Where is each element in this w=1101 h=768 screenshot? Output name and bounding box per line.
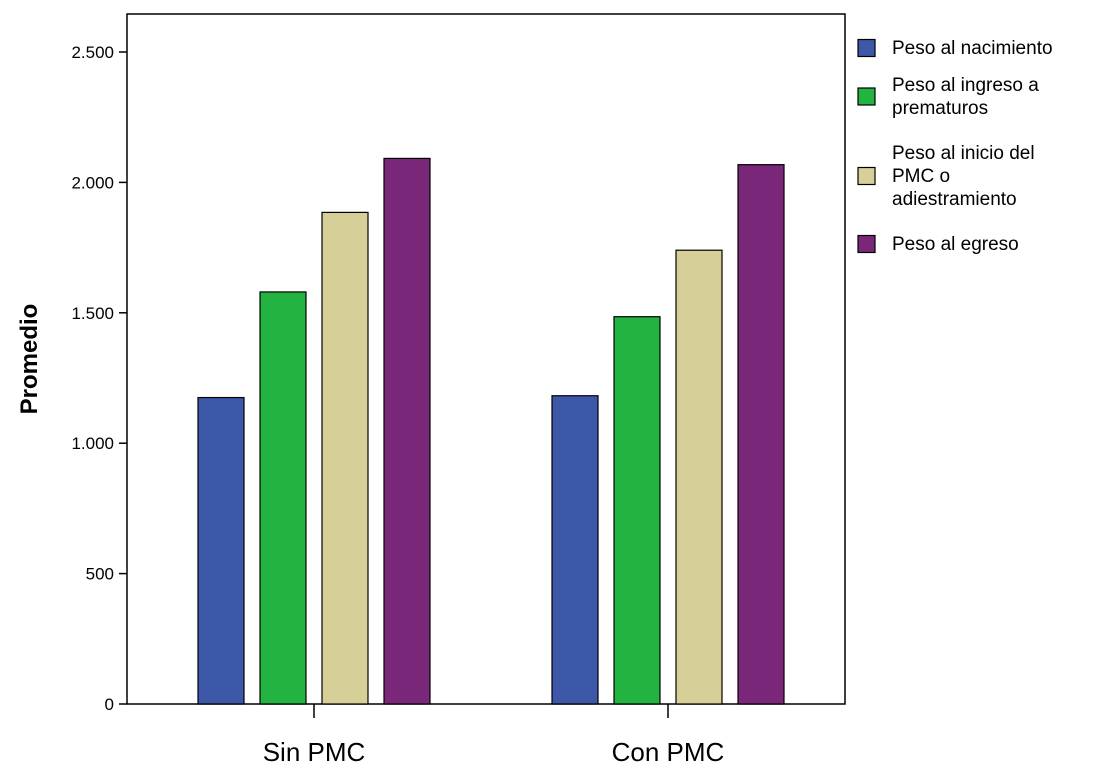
legend-label: PMC o [892,166,950,187]
x-axis: Sin PMC Con PMC [263,704,725,767]
legend-label: Peso al inicio del [892,143,1035,164]
y-tick-label: 0 [105,695,114,714]
bar-con-pmc-series-3 [737,164,785,705]
bar-con-pmc-series-1 [613,316,661,705]
y-tick-label: 2.000 [71,173,114,192]
legend-label: Peso al egreso [892,234,1019,255]
legend-swatch [857,234,876,254]
bar-sin-pmc-series-3 [383,157,431,705]
y-tick-label: 2.500 [71,43,114,62]
legend-swatch [857,166,876,186]
bars-group [197,157,785,705]
y-axis: 0 500 1.000 1.500 2.000 2.500 [71,43,127,714]
legend-label: prematuros [892,98,988,119]
x-category-label: Sin PMC [263,737,366,767]
legend-label: Peso al ingreso a [892,75,1039,96]
legend: Peso al nacimiento Peso al ingreso aprema… [857,38,1053,255]
legend-swatch [857,38,876,58]
bar-con-pmc-series-0 [551,395,599,705]
y-axis-label: Promedio [16,304,43,415]
bar-sin-pmc-series-2 [321,211,369,705]
bar-sin-pmc-series-1 [259,291,307,705]
legend-label: Peso al nacimiento [892,38,1053,59]
plot-frame [126,13,846,705]
legend-swatch [857,87,876,106]
x-category-label: Con PMC [612,737,725,767]
legend-label: adiestramiento [892,189,1017,210]
y-tick-label: 500 [86,565,114,584]
y-tick-label: 1.500 [71,304,114,323]
bar-sin-pmc-series-0 [197,396,245,705]
bar-con-pmc-series-2 [675,249,723,705]
y-tick-label: 1.000 [71,434,114,453]
